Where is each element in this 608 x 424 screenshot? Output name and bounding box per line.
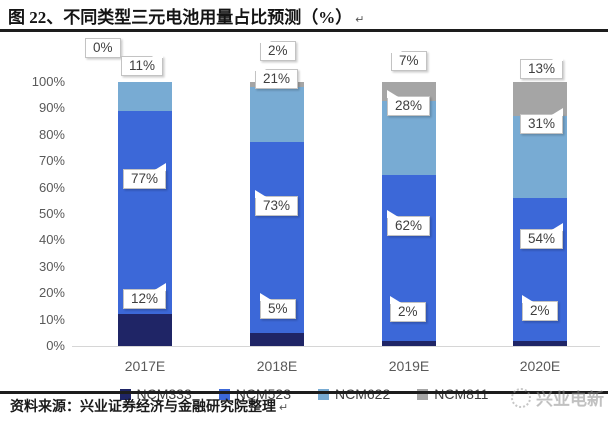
y-tick-label: 40% bbox=[38, 232, 65, 248]
legend-item-NCM523: NCM523 bbox=[218, 386, 292, 402]
y-tick-label: 10% bbox=[38, 311, 65, 327]
x-axis-label: 2017E bbox=[124, 358, 166, 374]
x-axis-label: 2020E bbox=[519, 358, 561, 374]
data-label: 11% bbox=[121, 56, 164, 76]
y-tick-label: 80% bbox=[38, 126, 65, 142]
bar-2017E bbox=[118, 82, 172, 346]
legend-item-NCM811: NCM811 bbox=[417, 386, 488, 402]
segment-NCM811 bbox=[513, 82, 567, 117]
data-label: 13% bbox=[520, 59, 564, 79]
y-tick-label: 90% bbox=[38, 100, 65, 116]
legend-swatch bbox=[318, 388, 330, 400]
data-label: 54% bbox=[520, 229, 564, 249]
data-label: 0% bbox=[85, 38, 121, 58]
x-axis-label: 2018E bbox=[256, 358, 298, 374]
footer-divider bbox=[0, 391, 608, 394]
y-tick-label: 60% bbox=[38, 179, 65, 195]
title-divider bbox=[0, 29, 608, 32]
y-tick-label: 100% bbox=[31, 74, 65, 89]
x-axis-label: 2019E bbox=[388, 358, 430, 374]
legend-swatch bbox=[119, 388, 131, 400]
y-tick-label: 0% bbox=[46, 338, 65, 353]
figure-title: 图 22、不同类型三元电池用量占比预测（%） ↵ bbox=[8, 3, 600, 28]
figure-title-text: 图 22、不同类型三元电池用量占比预测（%） bbox=[8, 8, 353, 27]
data-label: 73% bbox=[255, 196, 299, 216]
y-tick-label: 50% bbox=[38, 206, 65, 221]
y-tick-label: 30% bbox=[38, 258, 65, 274]
brand-watermark-text: 兴业电新 bbox=[536, 390, 604, 409]
data-label: 28% bbox=[387, 96, 431, 116]
legend-label: NCM811 bbox=[434, 386, 489, 402]
legend-label: NCM622 bbox=[335, 386, 391, 402]
data-label: 2% bbox=[260, 41, 296, 61]
data-label: 77% bbox=[123, 169, 167, 189]
legend-swatch bbox=[218, 388, 230, 400]
chart-legend: NCM333 NCM523 NCM622 NCM811 bbox=[0, 386, 608, 402]
brand-logo-icon bbox=[511, 387, 531, 408]
data-label: 21% bbox=[255, 69, 299, 89]
data-label: 7% bbox=[391, 51, 427, 71]
data-label: 31% bbox=[520, 114, 564, 134]
paragraph-return-mark: ↵ bbox=[279, 402, 289, 414]
x-axis-line bbox=[72, 346, 600, 347]
data-label: 2% bbox=[390, 302, 426, 322]
segment-NCM333 bbox=[118, 314, 172, 346]
segment-NCM622 bbox=[118, 82, 172, 112]
legend-swatch bbox=[417, 388, 429, 400]
legend-label: NCM333 bbox=[136, 386, 192, 402]
data-label: 5% bbox=[260, 299, 296, 319]
y-tick-label: 20% bbox=[38, 285, 65, 301]
source-note: 资料来源：兴业证券经济与金融研究院整理 ↵ bbox=[10, 396, 288, 416]
data-label: 2% bbox=[522, 301, 558, 321]
source-text: 资料来源：兴业证券经济与金融研究院整理 bbox=[10, 400, 276, 415]
segment-NCM622 bbox=[250, 87, 304, 143]
segment-NCM333 bbox=[382, 340, 436, 346]
data-label: 12% bbox=[123, 289, 167, 309]
stacked-bar-chart: 100% 90% 80% 70% 60% 50% 40% 30% 20% 10% 0% 2017E 2… bbox=[0, 33, 608, 402]
brand-watermark: 兴业电新 bbox=[511, 385, 604, 410]
legend-item-NCM333: NCM333 bbox=[119, 386, 192, 402]
data-label: 62% bbox=[387, 216, 431, 236]
segment-NCM333 bbox=[250, 332, 304, 346]
legend-item-NCM622: NCM622 bbox=[318, 386, 390, 402]
y-tick-label: 70% bbox=[38, 153, 65, 169]
segment-NCM333 bbox=[513, 340, 567, 346]
segment-NCM523 bbox=[118, 111, 172, 315]
paragraph-return-mark: ↵ bbox=[355, 14, 365, 26]
legend-label: NCM523 bbox=[235, 386, 292, 402]
